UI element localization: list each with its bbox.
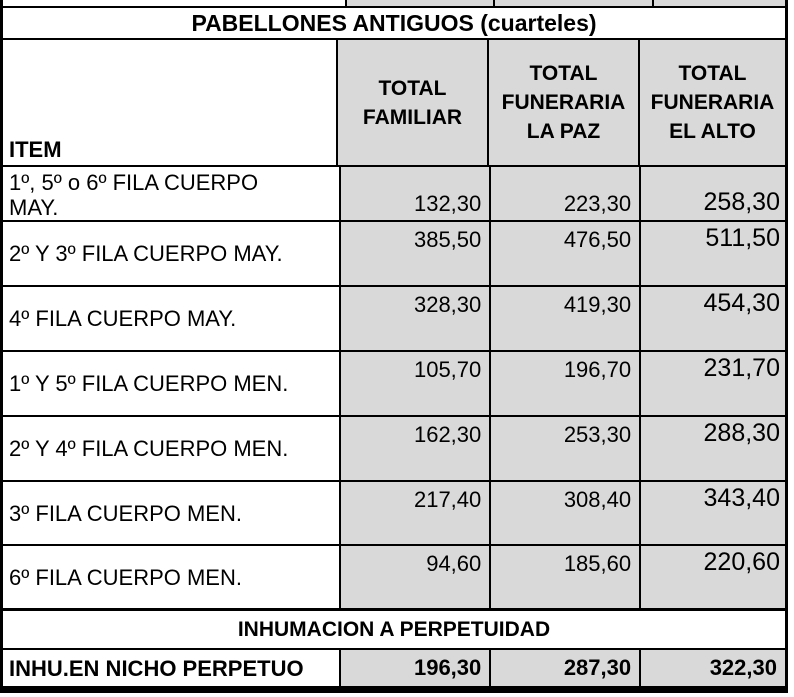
cropped-top-row-cell — [495, 0, 654, 6]
row-item-label: 1º, 5º o 6º FILA CUERPO MAY. — [3, 167, 342, 220]
table-bottom-border — [0, 686, 788, 693]
table-row: 6º FILA CUERPO MEN. 94,60 185,60 220,60 — [3, 546, 785, 611]
row-value-la-paz: 223,30 — [491, 167, 642, 220]
header-total-funeraria-la-paz: TOTAL FUNERARIA LA PAZ — [489, 40, 640, 165]
row-value-familiar: 328,30 — [341, 287, 492, 350]
row-value-la-paz: 419,30 — [491, 287, 642, 350]
row-value-el-alto: 454,30 — [641, 287, 785, 350]
row-value-familiar: 105,70 — [341, 352, 492, 415]
row-item-label: 4º FILA CUERPO MAY. — [3, 287, 342, 350]
row-value-la-paz: 185,60 — [491, 546, 642, 608]
row-value-el-alto: 511,50 — [641, 222, 785, 285]
summary-item-label: INHU.EN NICHO PERPETUO — [3, 650, 342, 686]
row-value-el-alto: 231,70 — [641, 352, 785, 415]
header-total-funeraria-el-alto: TOTAL FUNERARIA EL ALTO — [640, 40, 785, 165]
table-row: 2º Y 4º FILA CUERPO MEN. 162,30 253,30 2… — [3, 417, 785, 482]
row-item-label: 6º FILA CUERPO MEN. — [3, 546, 342, 608]
row-item-label: 2º Y 3º FILA CUERPO MAY. — [3, 222, 342, 285]
summary-value-la-paz: 287,30 — [491, 650, 642, 686]
table-row: 2º Y 3º FILA CUERPO MAY. 385,50 476,50 5… — [3, 222, 785, 287]
row-value-familiar: 217,40 — [341, 482, 492, 544]
summary-value-el-alto: 322,30 — [641, 650, 785, 686]
table-row: 1º Y 5º FILA CUERPO MEN. 105,70 196,70 2… — [3, 352, 785, 417]
row-value-la-paz: 196,70 — [491, 352, 642, 415]
row-value-el-alto: 343,40 — [641, 482, 785, 544]
cropped-top-row-cell — [654, 0, 785, 6]
tariff-table: PABELLONES ANTIGUOS (cuarteles) ITEM TOT… — [0, 0, 788, 686]
table-row: 3º FILA CUERPO MEN. 217,40 308,40 343,40 — [3, 482, 785, 546]
row-item-label: 3º FILA CUERPO MEN. — [3, 482, 342, 544]
table-row: 4º FILA CUERPO MAY. 328,30 419,30 454,30 — [3, 287, 785, 352]
section-title: INHUMACION A PERPETUIDAD — [237, 617, 551, 641]
row-item-label: 2º Y 4º FILA CUERPO MEN. — [3, 417, 342, 480]
table-row: 1º, 5º o 6º FILA CUERPO MAY. 132,30 223,… — [3, 167, 785, 222]
column-header-row: ITEM TOTAL FAMILIAR TOTAL FUNERARIA LA P… — [3, 40, 785, 167]
table-title: PABELLONES ANTIGUOS (cuarteles) — [191, 10, 597, 36]
row-value-familiar: 132,30 — [341, 167, 492, 220]
row-value-la-paz: 476,50 — [491, 222, 642, 285]
summary-row: INHU.EN NICHO PERPETUO 196,30 287,30 322… — [3, 650, 785, 686]
cropped-top-row-item-cell — [3, 0, 347, 6]
row-value-la-paz: 253,30 — [491, 417, 642, 480]
header-item: ITEM — [3, 40, 338, 165]
row-value-el-alto: 220,60 — [641, 546, 785, 608]
row-value-el-alto: 258,30 — [641, 167, 785, 220]
cropped-top-row-cell — [347, 0, 495, 6]
cropped-top-row — [3, 0, 785, 8]
section-header-row: INHUMACION A PERPETUIDAD — [3, 611, 785, 650]
row-item-label: 1º Y 5º FILA CUERPO MEN. — [3, 352, 342, 415]
table-title-row: PABELLONES ANTIGUOS (cuarteles) — [3, 8, 785, 40]
row-value-la-paz: 308,40 — [491, 482, 642, 544]
row-value-familiar: 385,50 — [341, 222, 492, 285]
row-value-familiar: 94,60 — [341, 546, 492, 608]
header-total-familiar: TOTAL FAMILIAR — [338, 40, 489, 165]
row-value-el-alto: 288,30 — [641, 417, 785, 480]
summary-value-familiar: 196,30 — [341, 650, 492, 686]
row-value-familiar: 162,30 — [341, 417, 492, 480]
